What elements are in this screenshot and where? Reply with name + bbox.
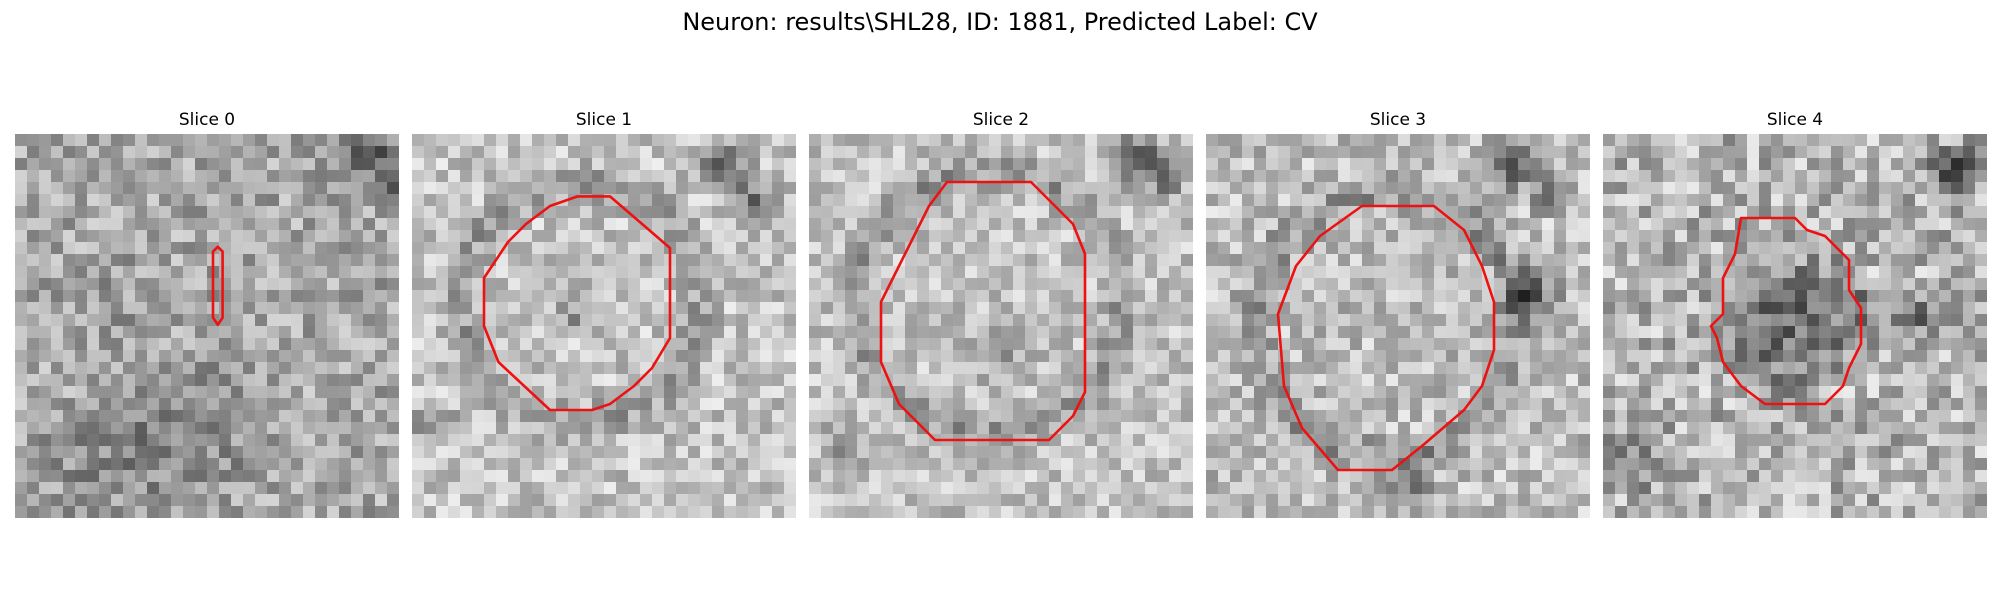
slice-3-title: Slice 3: [1369, 110, 1427, 130]
figure-title: Neuron: results\SHL28, ID: 1881, Predict…: [682, 8, 1318, 36]
slice-0-outline: [211, 245, 224, 327]
slice-0-image: [15, 134, 399, 518]
slice-3-image: [1206, 134, 1590, 518]
slice-4-outline: [1709, 216, 1863, 406]
slice-2-outline: [879, 180, 1087, 442]
slice-2-title: Slice 2: [972, 110, 1030, 130]
slice-1-title: Slice 1: [575, 110, 633, 130]
slice-0-title: Slice 0: [178, 110, 236, 130]
slice-3-outline: [1276, 204, 1496, 472]
slice-1-image: [412, 134, 796, 518]
slice-4-image: [1603, 134, 1987, 518]
slice-4-title: Slice 4: [1766, 110, 1824, 130]
slice-1-outline: [482, 195, 672, 412]
slice-2-image: [809, 134, 1193, 518]
